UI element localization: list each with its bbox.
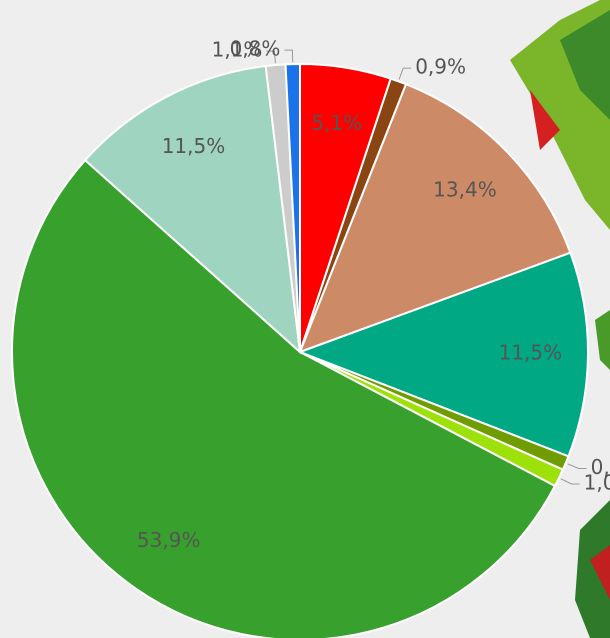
leader-line xyxy=(284,50,292,62)
leader-line xyxy=(561,479,580,484)
slice-label: 0,9% xyxy=(415,55,466,79)
slice-label: 11,5% xyxy=(499,341,563,365)
slice-label: 1,0% xyxy=(584,471,610,495)
leader-line xyxy=(399,68,411,79)
slice-label: 5,1% xyxy=(311,111,362,135)
leader-line xyxy=(568,464,587,469)
slice-label: 11,5% xyxy=(162,134,226,158)
page: {"chart_data": {"type": "pie", "categori… xyxy=(0,0,610,638)
slice-label: 0,8% xyxy=(230,37,281,61)
chart: 5,1%0,9%13,4%11,5%0,8%1,0%53,9%11,5%1,1%… xyxy=(0,0,610,638)
slice-label: 53,9% xyxy=(137,528,201,552)
slice-label: 13,4% xyxy=(433,178,497,202)
